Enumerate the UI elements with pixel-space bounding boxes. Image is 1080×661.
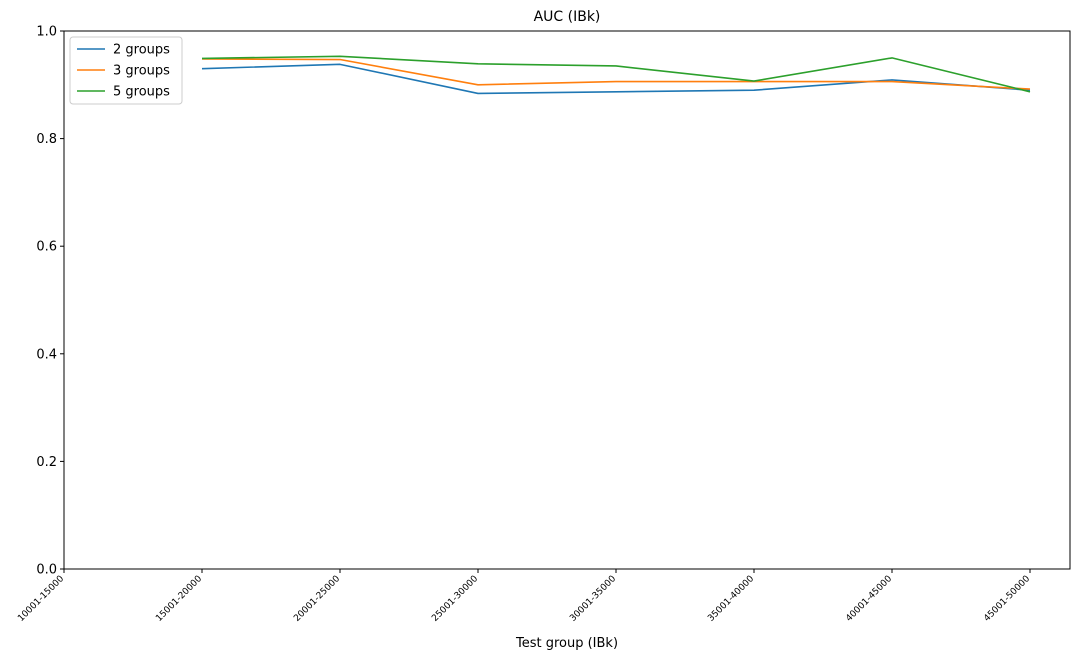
x-tick-label: 15001-20000 bbox=[154, 574, 204, 624]
x-tick-label: 10001-15000 bbox=[16, 574, 66, 624]
y-tick-label: 0.0 bbox=[36, 563, 57, 578]
series-line-3 bbox=[201, 55, 1031, 93]
x-axis-label: Test group (IBk) bbox=[515, 636, 618, 651]
plot-area bbox=[63, 30, 1071, 570]
y-tick-label: 0.8 bbox=[36, 132, 57, 147]
x-tick-label: 45001-50000 bbox=[982, 574, 1032, 624]
y-tick-label: 0.4 bbox=[36, 347, 57, 362]
legend-box bbox=[69, 36, 183, 105]
legend: 2 groups 3 groups 5 groups bbox=[69, 36, 183, 105]
x-tick-label: 20001-25000 bbox=[292, 574, 342, 624]
x-tick-label: 25001-30000 bbox=[430, 574, 480, 624]
legend-label: 5 groups bbox=[113, 85, 170, 100]
legend-label: 3 groups bbox=[113, 64, 170, 79]
chart-title: AUC (IBk) bbox=[534, 9, 601, 25]
series-line-2 bbox=[201, 58, 1031, 90]
x-tick-label: 40001-45000 bbox=[844, 574, 894, 624]
y-tick-label: 0.2 bbox=[36, 455, 57, 470]
series-line-1 bbox=[201, 63, 1031, 95]
series-lines bbox=[201, 55, 1031, 95]
legend-label: 2 groups bbox=[113, 43, 170, 58]
x-axis: 10001-15000 15001-20000 20001-25000 25001-3… bbox=[16, 569, 1032, 624]
y-tick-label: 0.6 bbox=[36, 240, 57, 255]
y-axis: 0.0 0.2 0.4 0.6 0.8 1.0 bbox=[36, 25, 64, 578]
y-tick-label: 1.0 bbox=[36, 25, 57, 40]
plot-frame bbox=[63, 30, 1071, 570]
x-tick-label: 35001-40000 bbox=[706, 574, 756, 624]
x-tick-label: 30001-35000 bbox=[568, 574, 618, 624]
